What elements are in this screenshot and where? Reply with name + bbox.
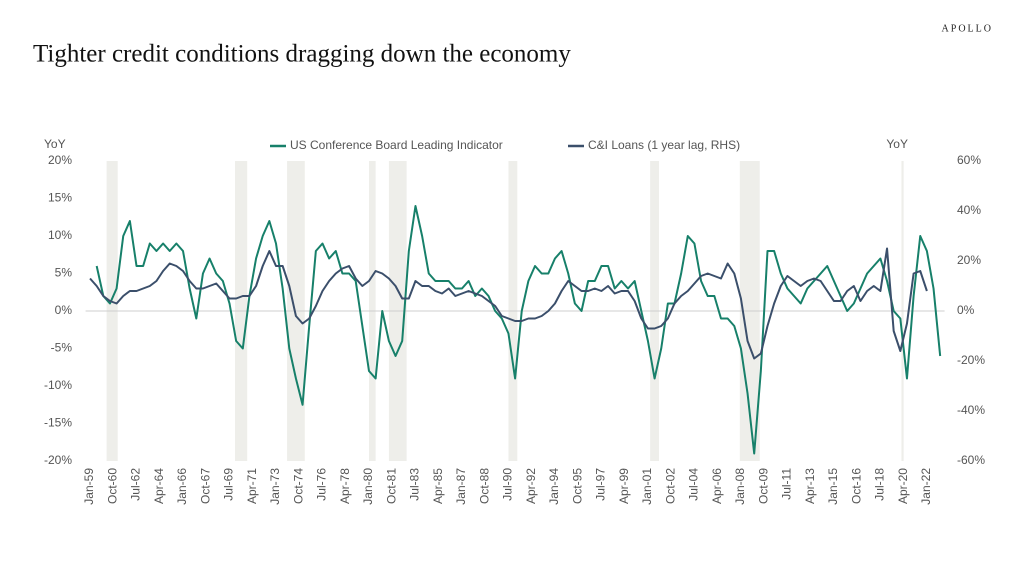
x-tick-label: Apr-20	[896, 468, 910, 504]
y-axis-label: YoY	[44, 137, 66, 151]
y2-tick-label: 40%	[957, 203, 981, 217]
x-tick-label: Jul-18	[873, 468, 887, 501]
x-tick-label: Apr-06	[710, 468, 724, 504]
x-tick-label: Apr-92	[524, 468, 538, 504]
x-tick-label: Jul-69	[222, 468, 236, 501]
x-tick-label: Jul-11	[780, 468, 794, 500]
x-tick-label: Oct-95	[570, 468, 584, 504]
y-tick-label: -5%	[51, 341, 73, 355]
chart-title: Tighter credit conditions dragging down …	[33, 41, 571, 68]
legend-label: C&I Loans (1 year lag, RHS)	[588, 138, 740, 152]
series-line	[95, 205, 942, 455]
x-tick-label: Apr-13	[803, 468, 817, 504]
y-tick-label: 5%	[55, 266, 73, 280]
x-tick-label: Oct-67	[198, 468, 212, 504]
y-tick-label: -20%	[44, 453, 72, 467]
x-tick-label: Jan-94	[547, 468, 561, 505]
x-tick-label: Jan-80	[361, 468, 375, 505]
x-tick-label: Apr-64	[152, 468, 166, 504]
x-tick-label: Oct-74	[291, 468, 305, 504]
x-tick-label: Jan-73	[268, 468, 282, 505]
y-tick-label: -10%	[44, 378, 72, 392]
x-tick-label: Apr-78	[338, 468, 352, 504]
x-tick-label: Oct-16	[849, 468, 863, 504]
x-tick-label: Jan-87	[454, 468, 468, 505]
y2-axis-label: YoY	[886, 137, 908, 151]
x-tick-label: Oct-02	[663, 468, 677, 504]
x-tick-label: Oct-88	[477, 468, 491, 504]
x-tick-label: Jan-22	[919, 468, 933, 505]
x-tick-label: Jul-76	[315, 468, 329, 501]
x-tick-label: Jan-66	[175, 468, 189, 505]
x-tick-label: Apr-85	[431, 468, 445, 504]
series-line	[89, 247, 928, 360]
x-tick-label: Jan-59	[82, 468, 96, 505]
x-tick-label: Jan-08	[733, 468, 747, 505]
y-tick-label: 10%	[48, 228, 72, 242]
y2-tick-label: 60%	[957, 153, 981, 167]
x-tick-label: Jul-04	[687, 468, 701, 501]
y2-tick-label: -60%	[957, 453, 985, 467]
x-tick-label: Oct-09	[756, 468, 770, 504]
y2-tick-label: -40%	[957, 403, 985, 417]
y-tick-label: 0%	[55, 303, 73, 317]
x-tick-label: Jul-90	[501, 468, 515, 501]
y-tick-label: 20%	[48, 153, 72, 167]
legend-label: US Conference Board Leading Indicator	[290, 138, 503, 152]
x-tick-label: Apr-71	[245, 468, 259, 504]
x-tick-label: Jul-83	[408, 468, 422, 501]
y2-tick-label: 20%	[957, 253, 981, 267]
brand: APOLLO	[942, 23, 993, 34]
x-tick-label: Jul-62	[129, 468, 143, 501]
x-tick-label: Oct-60	[105, 468, 119, 504]
y-tick-label: 15%	[48, 191, 72, 205]
x-tick-label: Oct-81	[384, 468, 398, 504]
y2-tick-label: -20%	[957, 353, 985, 367]
y-tick-label: -15%	[44, 416, 72, 430]
x-tick-label: Jul-97	[594, 468, 608, 501]
x-tick-label: Jan-15	[826, 468, 840, 505]
y2-tick-label: 0%	[957, 303, 975, 317]
x-tick-label: Apr-99	[617, 468, 631, 504]
x-tick-label: Jan-01	[640, 468, 654, 505]
